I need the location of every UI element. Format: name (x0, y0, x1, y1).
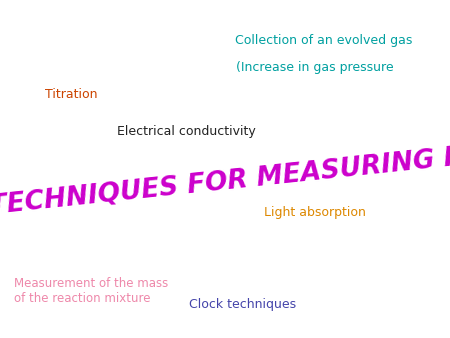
Text: Collection of an evolved gas: Collection of an evolved gas (235, 34, 413, 47)
Text: Titration: Titration (45, 88, 98, 101)
Text: Electrical conductivity: Electrical conductivity (117, 125, 256, 138)
Text: (Increase in gas pressure: (Increase in gas pressure (236, 61, 394, 74)
Text: Light absorption: Light absorption (264, 207, 366, 219)
Text: SOME TECHNIQUES FOR MEASURING RATES: SOME TECHNIQUES FOR MEASURING RATES (0, 136, 450, 229)
Text: Clock techniques: Clock techniques (189, 298, 296, 311)
Text: Measurement of the mass
of the reaction mixture: Measurement of the mass of the reaction … (14, 277, 168, 305)
